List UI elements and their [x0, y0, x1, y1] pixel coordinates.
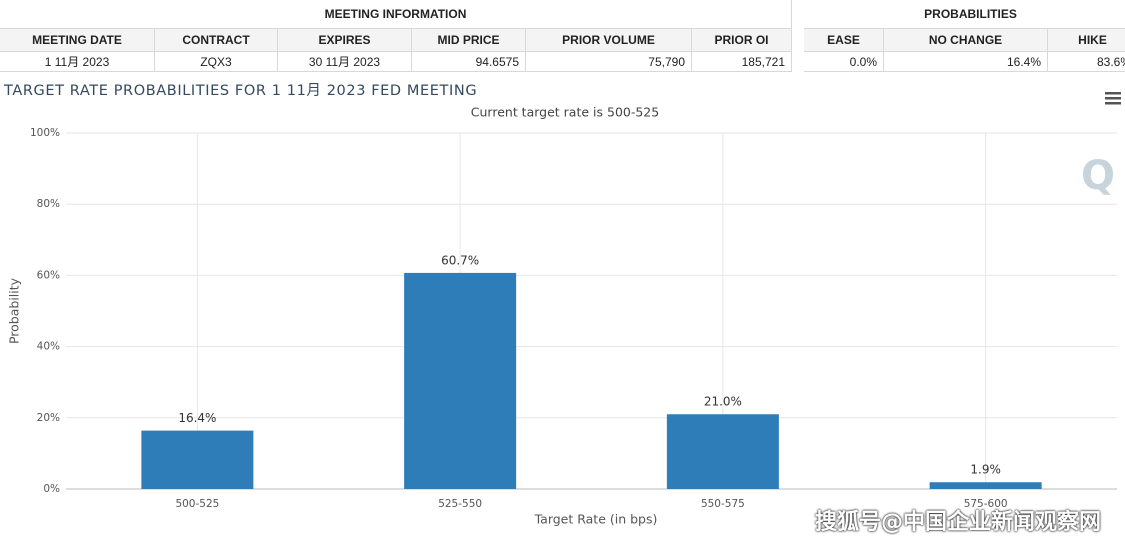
- y-axis-title: Probability: [7, 277, 22, 344]
- table-group-title: MEETING INFORMATION: [0, 0, 792, 29]
- column-header: HIKE: [1048, 29, 1125, 52]
- column-header: NO CHANGE: [884, 29, 1048, 52]
- column-header: MEETING DATE: [0, 29, 155, 52]
- data-label: 1.9%: [970, 463, 1001, 477]
- y-tick-label: 80%: [37, 198, 60, 210]
- menu-icon[interactable]: [1105, 92, 1121, 105]
- table-cell: 16.4%: [884, 52, 1048, 72]
- bar: [666, 414, 779, 489]
- watermark: 搜狐号@中国企业新闻观察网: [814, 510, 1101, 535]
- y-tick-label: 60%: [37, 269, 60, 281]
- column-header: MID PRICE: [412, 29, 526, 52]
- table-cell: 30 11月 2023: [278, 52, 412, 72]
- logo: Q: [1081, 153, 1115, 199]
- data-label: 60.7%: [441, 253, 479, 267]
- column-header: PRIOR VOLUME: [526, 29, 692, 52]
- y-tick-label: 40%: [37, 341, 60, 353]
- column-header: EASE: [804, 29, 884, 52]
- y-tick-label: 100%: [30, 127, 60, 139]
- column-header: PRIOR OI: [692, 29, 792, 52]
- bar: [929, 482, 1042, 489]
- bar: [404, 272, 517, 489]
- table-group-title: PROBABILITIES: [804, 0, 1125, 29]
- table-cell: 94.6575: [412, 52, 526, 72]
- x-tick-label: 575-600: [964, 498, 1008, 510]
- x-axis-title: Target Rate (in bps): [534, 512, 658, 527]
- column-header: EXPIRES: [278, 29, 412, 52]
- bar: [141, 430, 254, 489]
- table-cell: 83.6%: [1048, 52, 1125, 72]
- table-cell: 75,790: [526, 52, 692, 72]
- y-tick-label: 20%: [37, 412, 60, 424]
- chart-title: TARGET RATE PROBABILITIES FOR 1 11月 2023…: [3, 83, 477, 99]
- column-header: CONTRACT: [155, 29, 278, 52]
- data-label: 16.4%: [178, 411, 216, 425]
- data-label: 21.0%: [704, 395, 742, 409]
- x-tick-label: 525-550: [438, 498, 482, 510]
- x-tick-label: 500-525: [175, 498, 219, 510]
- table-cell: ZQX3: [155, 52, 278, 72]
- x-tick-label: 550-575: [701, 498, 745, 510]
- table-cell: 0.0%: [804, 52, 884, 72]
- table-cell: 1 11月 2023: [0, 52, 155, 72]
- y-tick-label: 0%: [43, 483, 60, 495]
- chart-subtitle: Current target rate is 500-525: [471, 105, 659, 120]
- table-cell: 185,721: [692, 52, 792, 72]
